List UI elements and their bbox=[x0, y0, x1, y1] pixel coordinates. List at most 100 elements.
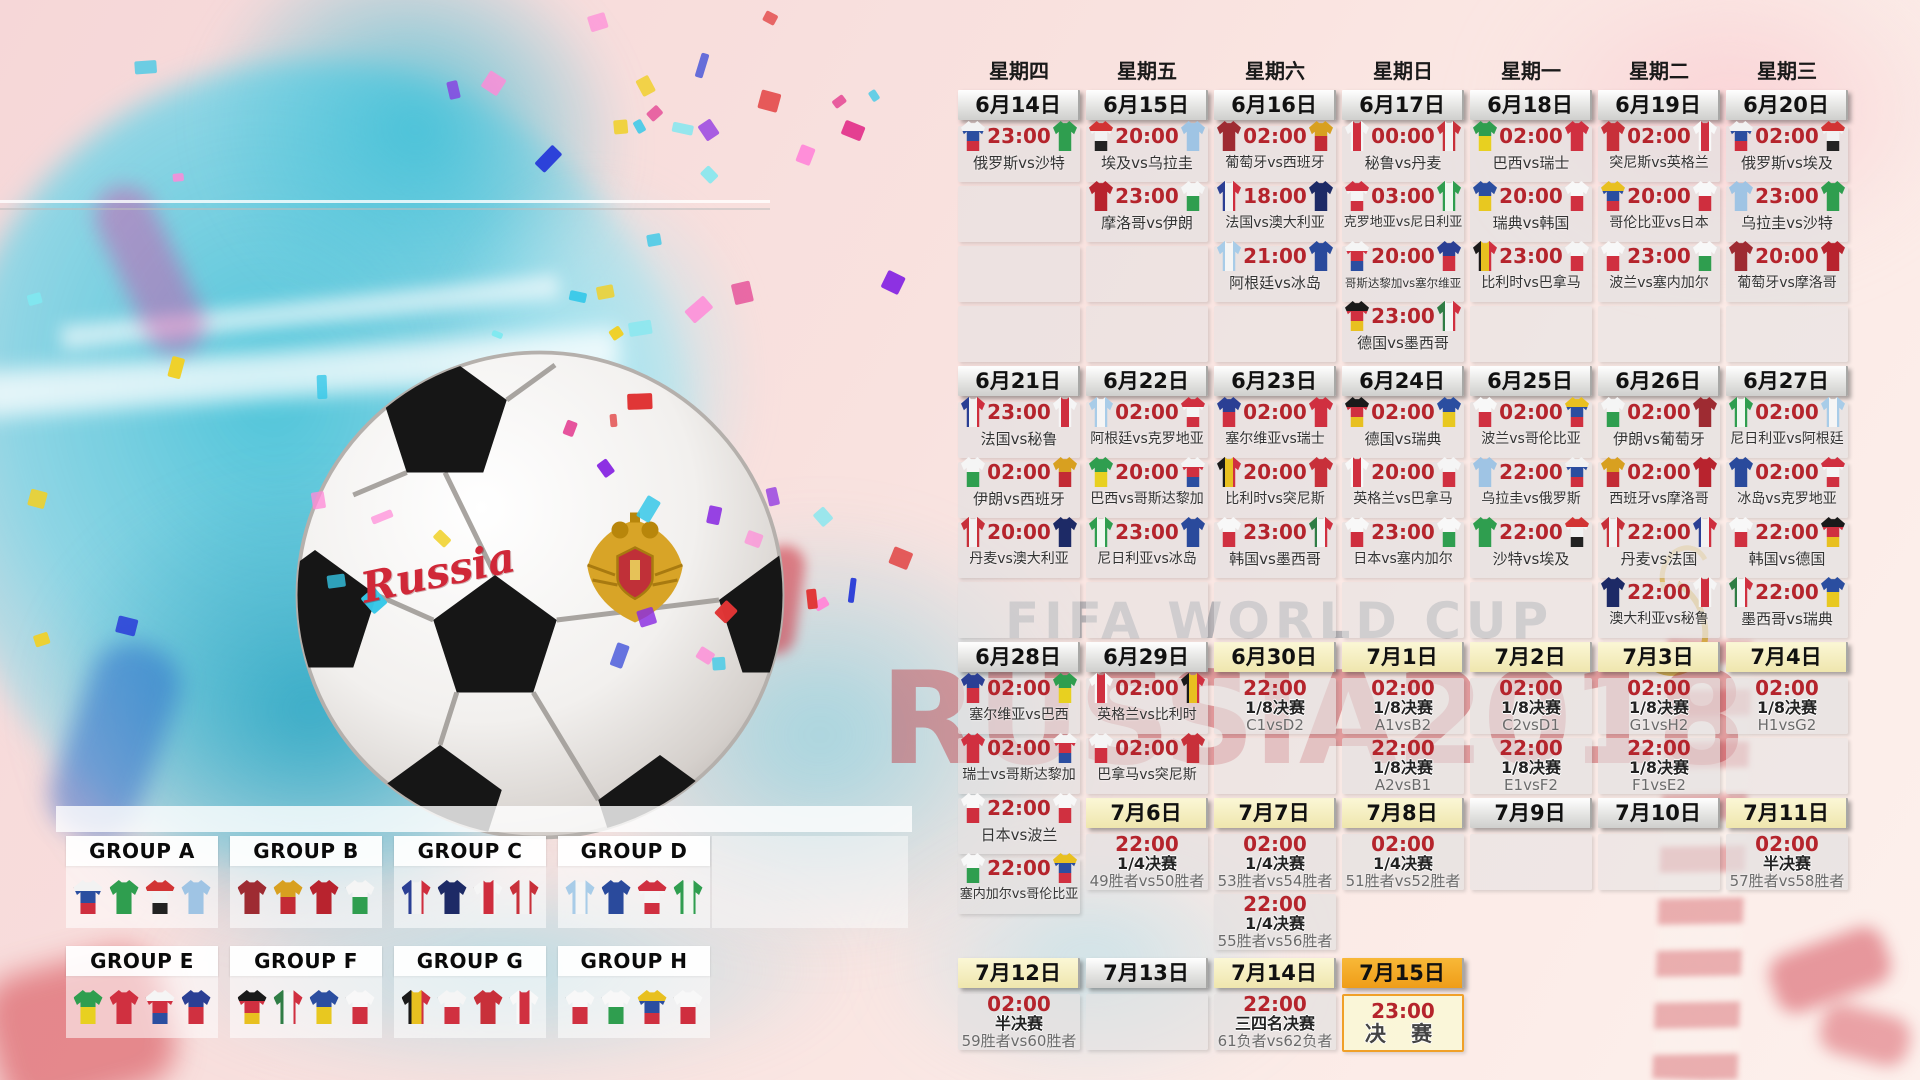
match-row: 23:00 bbox=[958, 119, 1080, 153]
group-jerseys bbox=[230, 976, 382, 1038]
match-teams-label: 塞内加尔vs哥伦比亚 bbox=[959, 887, 1079, 902]
match-cell: 02:00 葡萄牙vs西班牙 bbox=[1214, 121, 1336, 182]
team-jersey-icon bbox=[1217, 457, 1241, 487]
match-cell: 02:00 西班牙vs摩洛哥 bbox=[1598, 457, 1720, 518]
calendar-column: 星期六 6月16日 02:00 葡萄牙vs西班牙 18:00 法国vs澳大利亚 21:00 阿… bbox=[1214, 58, 1336, 1056]
date-header: 7月14日 bbox=[1214, 958, 1336, 988]
knockout-cell: 02:00 半决赛 59胜者vs60胜者 bbox=[958, 994, 1080, 1050]
empty-cell bbox=[958, 246, 1080, 302]
team-jersey-icon bbox=[1345, 121, 1369, 151]
match-teams-label: 尼日利亚vs冰岛 bbox=[1097, 551, 1197, 567]
team-jersey-icon bbox=[1729, 241, 1753, 271]
match-cell: 22:00 沙特vs埃及 bbox=[1470, 517, 1592, 578]
match-teams-label: 巴西vs哥斯达黎加 bbox=[1090, 491, 1204, 507]
group-jerseys bbox=[394, 866, 546, 928]
team-jersey-icon bbox=[1181, 673, 1205, 703]
match-cell: 22:00 澳大利亚vs秘鲁 bbox=[1598, 577, 1720, 638]
match-time: 02:00 bbox=[987, 736, 1051, 760]
team-jersey-icon bbox=[1345, 457, 1369, 487]
team-jersey-icon bbox=[1565, 121, 1589, 151]
match-row: 23:00 bbox=[1086, 515, 1208, 549]
knockout-teams-label: 55胜者vs56胜者 bbox=[1217, 932, 1333, 950]
team-jersey-icon bbox=[1565, 241, 1589, 271]
team-jersey-icon bbox=[1565, 397, 1589, 427]
match-teams-label: 阿根廷vs克罗地亚 bbox=[1090, 431, 1204, 447]
date-header: 6月17日 bbox=[1342, 90, 1464, 120]
match-cell: 23:00 德国vs墨西哥 bbox=[1342, 301, 1464, 362]
knockout-time: 02:00 bbox=[987, 992, 1051, 1016]
knockout-stage-label: 1/8决赛 bbox=[1628, 698, 1690, 717]
group-box: GROUP E bbox=[66, 946, 218, 1038]
empty-cell bbox=[1086, 994, 1208, 1050]
empty-cell bbox=[1342, 582, 1464, 638]
date-header: 7月13日 bbox=[1086, 958, 1208, 988]
date-header: 6月21日 bbox=[958, 366, 1080, 396]
calendar-column: 星期二 6月19日 02:00 突尼斯vs英格兰 20:00 哥伦比亚vs日本 23:00 波… bbox=[1598, 58, 1720, 1056]
knockout-stage-label: 三四名决赛 bbox=[1234, 1014, 1315, 1033]
match-row: 20:00 bbox=[1342, 455, 1464, 489]
match-time: 23:00 bbox=[1243, 520, 1307, 544]
knockout-time: 02:00 bbox=[1755, 676, 1819, 700]
match-teams-label: 西班牙vs摩洛哥 bbox=[1609, 491, 1709, 507]
date-header: 7月4日 bbox=[1726, 642, 1848, 672]
match-time: 02:00 bbox=[1243, 400, 1307, 424]
team-jersey-icon bbox=[1601, 577, 1625, 607]
match-row: 20:00 bbox=[1342, 239, 1464, 273]
match-teams-label: 韩国vs德国 bbox=[1748, 550, 1826, 568]
match-time: 02:00 bbox=[1115, 736, 1179, 760]
date-header: 6月23日 bbox=[1214, 366, 1336, 396]
knockout-cell: 22:00 1/4决赛 49胜者vs50胜者 bbox=[1086, 834, 1208, 890]
match-cell: 20:00 哥伦比亚vs日本 bbox=[1598, 181, 1720, 242]
empty-cell bbox=[1470, 582, 1592, 638]
team-jersey-icon bbox=[1309, 241, 1333, 271]
match-cell: 02:00 阿根廷vs克罗地亚 bbox=[1086, 397, 1208, 458]
date-header: 6月20日 bbox=[1726, 90, 1848, 120]
team-jersey-icon bbox=[1309, 121, 1333, 151]
match-teams-label: 英格兰vs比利时 bbox=[1097, 707, 1197, 723]
match-teams-label: 哥伦比亚vs日本 bbox=[1609, 215, 1709, 231]
match-time: 20:00 bbox=[1627, 184, 1691, 208]
group-box: GROUP G bbox=[394, 946, 546, 1038]
date-header: 7月1日 bbox=[1342, 642, 1464, 672]
team-jersey-icon bbox=[1089, 457, 1113, 487]
knockout-teams-label: H1vsG2 bbox=[1757, 716, 1817, 734]
match-row: 02:00 bbox=[1214, 395, 1336, 429]
team-jersey-icon bbox=[1437, 241, 1461, 271]
team-jersey-icon bbox=[1821, 397, 1845, 427]
match-row: 02:00 bbox=[1726, 395, 1848, 429]
team-jersey-icon bbox=[1217, 517, 1241, 547]
spacer bbox=[958, 918, 1080, 958]
match-time: 21:00 bbox=[1243, 244, 1307, 268]
match-cell: 22:00 丹麦vs法国 bbox=[1598, 517, 1720, 578]
match-row: 22:00 bbox=[1598, 515, 1720, 549]
match-time: 02:00 bbox=[987, 460, 1051, 484]
match-cell: 20:00 哥斯达黎加vs塞尔维亚 bbox=[1342, 241, 1464, 302]
team-jersey-icon bbox=[1729, 517, 1753, 547]
match-teams-label: 墨西哥vs瑞典 bbox=[1741, 610, 1833, 628]
confetti-piece bbox=[888, 546, 914, 571]
confetti-piece bbox=[806, 588, 818, 610]
match-time: 02:00 bbox=[1499, 400, 1563, 424]
team-jersey-icon bbox=[961, 121, 985, 151]
team-jersey-icon bbox=[565, 990, 595, 1024]
knockout-time: 22:00 bbox=[1243, 676, 1307, 700]
match-cell: 02:00 冰岛vs克罗地亚 bbox=[1726, 457, 1848, 518]
team-jersey-icon bbox=[1565, 457, 1589, 487]
confetti-piece bbox=[711, 656, 726, 671]
date-header: 6月25日 bbox=[1470, 366, 1592, 396]
team-jersey-icon bbox=[437, 990, 467, 1024]
match-cell: 23:00 法国vs秘鲁 bbox=[958, 397, 1080, 458]
empty-cell bbox=[958, 186, 1080, 242]
team-jersey-icon bbox=[1089, 397, 1113, 427]
spacer bbox=[1342, 894, 1464, 958]
match-row: 20:00 bbox=[1598, 179, 1720, 213]
confetti-piece bbox=[326, 573, 347, 589]
match-cell: 02:00 塞尔维亚vs瑞士 bbox=[1214, 397, 1336, 458]
match-time: 02:00 bbox=[1755, 460, 1819, 484]
team-jersey-icon bbox=[509, 880, 539, 914]
match-cell: 23:00 摩洛哥vs伊朗 bbox=[1086, 181, 1208, 242]
calendar-column: 星期一 6月18日 02:00 巴西vs瑞士 20:00 瑞典vs韩国 23:00 比利时vs… bbox=[1470, 58, 1592, 1056]
team-jersey-icon bbox=[673, 990, 703, 1024]
match-time: 23:00 bbox=[1371, 304, 1435, 328]
match-cell: 03:00 克罗地亚vs尼日利亚 bbox=[1342, 181, 1464, 242]
